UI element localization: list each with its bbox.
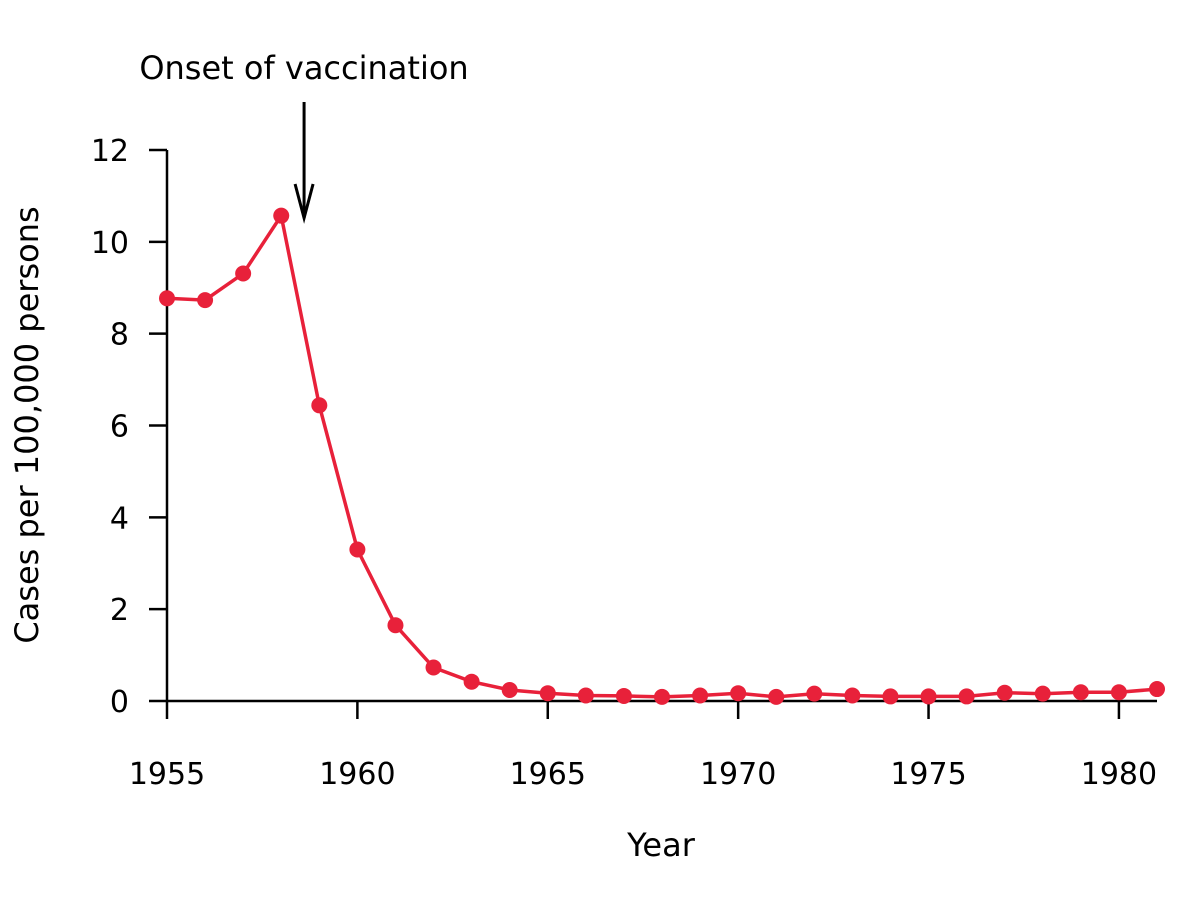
- data-point: [615, 687, 632, 704]
- data-point: [273, 207, 290, 224]
- y-tick-label: 2: [110, 593, 129, 628]
- data-point: [197, 292, 214, 309]
- x-axis: 1955 1960 1965 1970 1975 1980: [129, 699, 1157, 792]
- data-point: [768, 688, 785, 705]
- data-point: [882, 688, 899, 705]
- data-point: [1034, 685, 1051, 702]
- data-point: [920, 688, 937, 705]
- data-point: [730, 685, 747, 702]
- y-axis: 0 2 4 6 8 10 12: [91, 134, 169, 720]
- data-point: [1072, 684, 1089, 701]
- x-ticks: 1955 1960 1965 1970 1975 1980: [129, 701, 1157, 792]
- x-tick-label: 1970: [700, 757, 776, 792]
- data-point: [501, 681, 518, 698]
- series-cases: [159, 207, 1165, 705]
- x-tick-label: 1980: [1081, 757, 1157, 792]
- data-point: [539, 685, 556, 702]
- series-points: [159, 207, 1165, 705]
- data-point: [692, 687, 709, 704]
- data-point: [844, 687, 861, 704]
- x-tick-label: 1965: [510, 757, 586, 792]
- data-point: [235, 265, 252, 282]
- y-tick-label: 4: [110, 501, 129, 536]
- y-tick-label: 8: [110, 318, 129, 353]
- x-axis-title: Year: [626, 826, 696, 864]
- data-point: [577, 687, 594, 704]
- y-tick-label: 10: [91, 226, 129, 261]
- data-point: [996, 684, 1013, 701]
- data-point: [387, 617, 404, 634]
- data-point: [311, 397, 328, 414]
- x-tick-label: 1955: [129, 757, 205, 792]
- y-tick-label: 6: [110, 410, 129, 445]
- y-tick-label: 0: [110, 685, 129, 720]
- data-point: [159, 290, 175, 307]
- data-point: [1149, 681, 1165, 698]
- vaccination-annotation: Onset of vaccination: [139, 49, 469, 224]
- y-tick-label: 12: [91, 134, 129, 169]
- data-point: [425, 659, 442, 676]
- series-line: [166, 211, 1158, 699]
- annotation-label: Onset of vaccination: [139, 49, 468, 87]
- data-point: [806, 685, 823, 702]
- x-tick-label: 1960: [319, 757, 395, 792]
- data-point: [958, 688, 975, 705]
- data-point: [349, 541, 366, 558]
- x-tick-label: 1975: [890, 757, 966, 792]
- data-point: [463, 673, 480, 690]
- y-axis-title: Cases per 100,000 persons: [8, 206, 46, 643]
- data-point: [654, 688, 670, 705]
- y-ticks: 0 2 4 6 8 10 12: [91, 134, 167, 720]
- data-point: [1110, 684, 1127, 701]
- annotation-arrow-head: [293, 183, 315, 224]
